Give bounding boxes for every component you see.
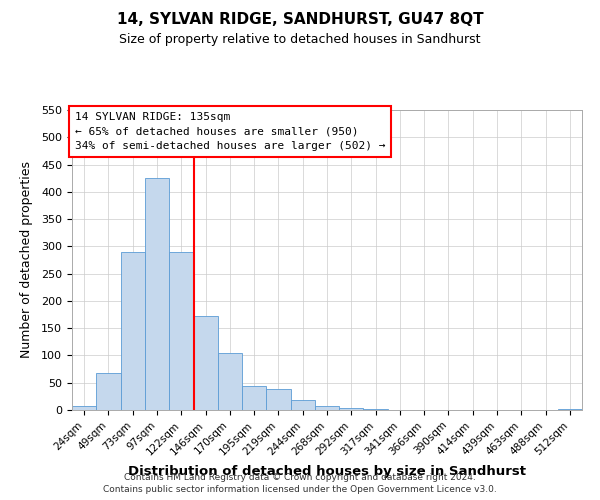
- Bar: [315, 406, 339, 410]
- Text: Size of property relative to detached houses in Sandhurst: Size of property relative to detached ho…: [119, 32, 481, 46]
- Bar: [339, 408, 364, 410]
- X-axis label: Distribution of detached houses by size in Sandhurst: Distribution of detached houses by size …: [128, 465, 526, 478]
- Text: Contains public sector information licensed under the Open Government Licence v3: Contains public sector information licen…: [103, 485, 497, 494]
- Bar: [169, 252, 193, 410]
- Bar: [145, 178, 169, 410]
- Bar: [266, 390, 290, 410]
- Text: 14, SYLVAN RIDGE, SANDHURST, GU47 8QT: 14, SYLVAN RIDGE, SANDHURST, GU47 8QT: [116, 12, 484, 28]
- Bar: [72, 406, 96, 410]
- Text: Contains HM Land Registry data © Crown copyright and database right 2024.: Contains HM Land Registry data © Crown c…: [124, 472, 476, 482]
- Y-axis label: Number of detached properties: Number of detached properties: [20, 162, 33, 358]
- Bar: [218, 352, 242, 410]
- Bar: [121, 252, 145, 410]
- Text: 14 SYLVAN RIDGE: 135sqm
← 65% of detached houses are smaller (950)
34% of semi-d: 14 SYLVAN RIDGE: 135sqm ← 65% of detache…: [74, 112, 385, 151]
- Bar: [290, 400, 315, 410]
- Bar: [193, 316, 218, 410]
- Bar: [242, 386, 266, 410]
- Bar: [96, 373, 121, 410]
